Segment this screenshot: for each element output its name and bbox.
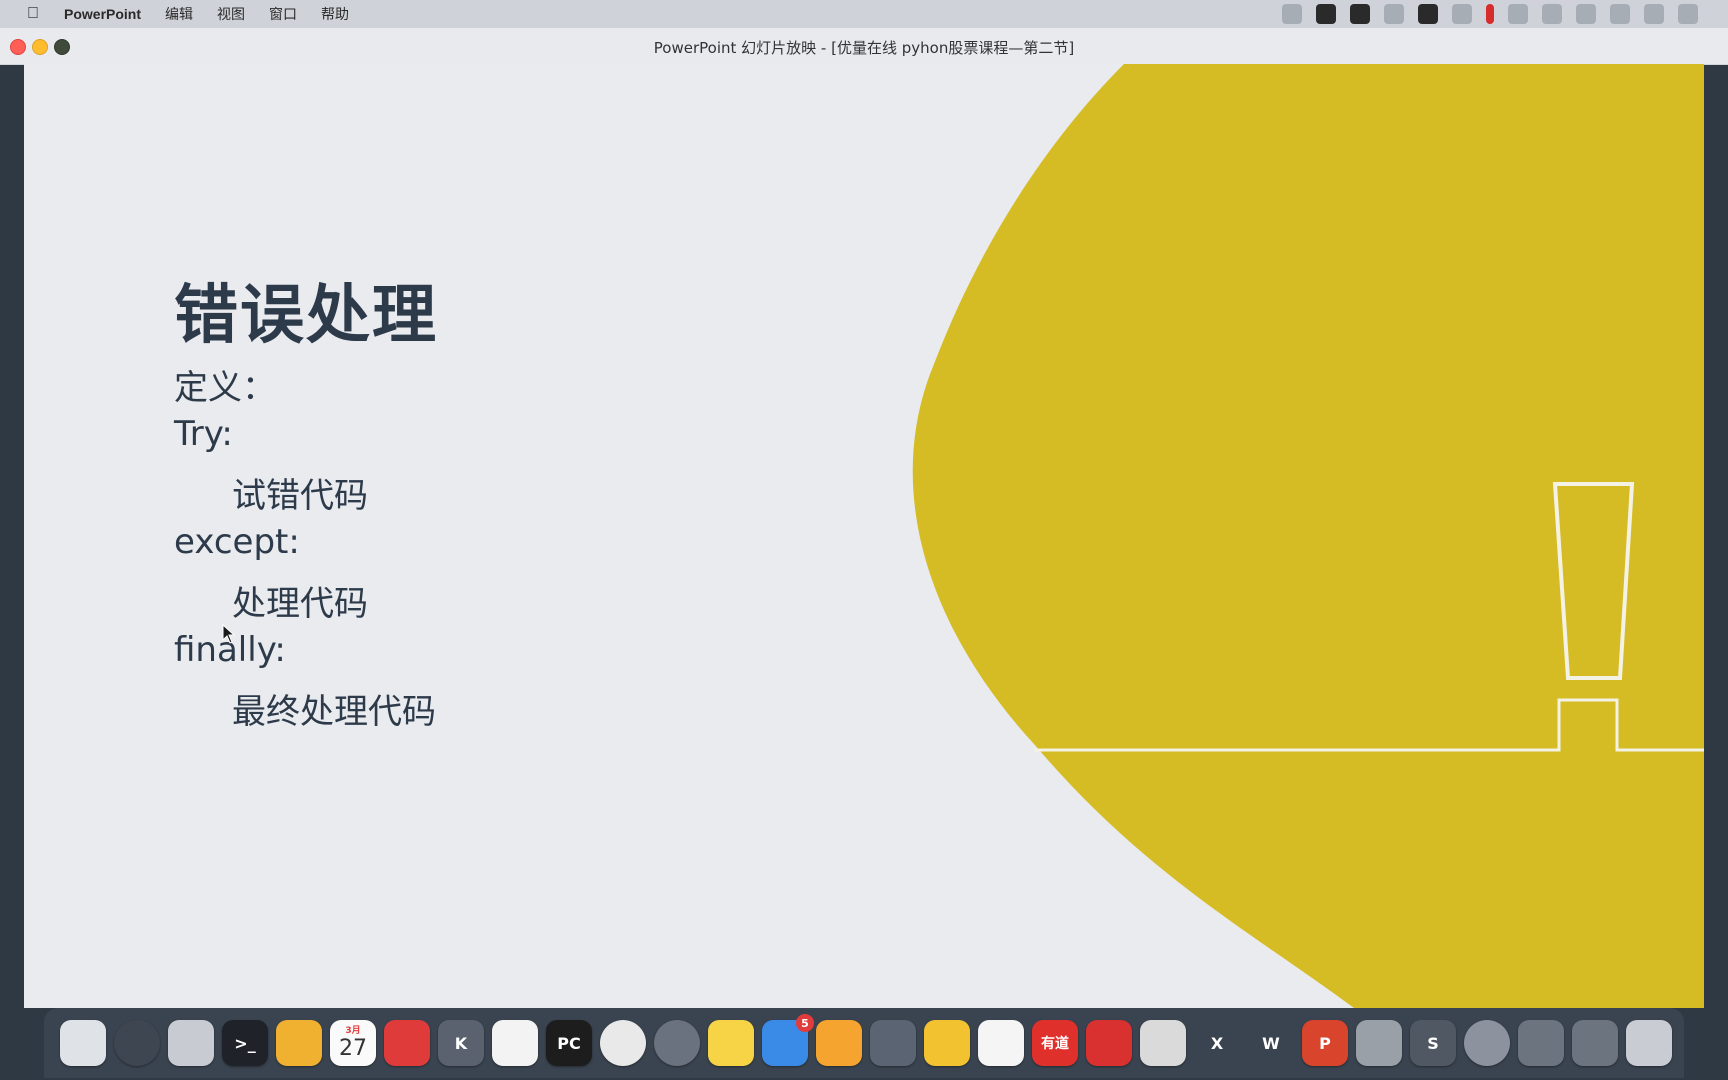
infuse-icon[interactable] (384, 1020, 430, 1066)
baidu-netdisk-icon[interactable] (978, 1020, 1024, 1066)
menu-view[interactable]: 视图 (217, 6, 246, 22)
powerpoint-icon[interactable]: P (1302, 1020, 1348, 1066)
status-icon[interactable] (1508, 4, 1528, 24)
mouse-cursor-icon (222, 624, 236, 644)
except-body-line: 处理代码 (232, 584, 368, 624)
recording-icon[interactable] (1486, 4, 1494, 24)
slide-decoration (912, 64, 1704, 1008)
sketch-icon[interactable] (816, 1020, 862, 1066)
terminal-icon[interactable]: >_ (222, 1020, 268, 1066)
finally-body-line: 最终处理代码 (232, 692, 436, 732)
definition-line: 定义： (174, 368, 276, 408)
apple-menu-icon[interactable]:  (24, 5, 42, 23)
dock: >_ 3月 27 K PC 5 有道 X W P S (44, 1008, 1684, 1078)
app-store-icon[interactable]: 5 (762, 1014, 814, 1066)
youdao-icon[interactable]: 有道 (1032, 1020, 1078, 1066)
try-line: Try: (174, 414, 233, 454)
reminders-icon[interactable] (492, 1020, 538, 1066)
keynote-icon[interactable]: K (438, 1020, 484, 1066)
menu-bar:  PowerPoint 编辑 视图 窗口 帮助 (0, 0, 1728, 28)
yellow-blob-shape (912, 64, 1704, 1008)
status-icon[interactable] (1576, 4, 1596, 24)
excel-icon[interactable]: X (1194, 1020, 1240, 1066)
slide[interactable]: 错误处理 定义： Try: 试错代码 except: 处理代码 finally:… (24, 64, 1704, 1008)
photos-icon[interactable] (276, 1020, 322, 1066)
system-preferences-icon[interactable] (654, 1020, 700, 1066)
exclamation-outline-shape (1034, 698, 1704, 752)
chrome-icon[interactable] (600, 1020, 646, 1066)
zoom-button[interactable] (54, 39, 70, 55)
app-grid-icon[interactable] (168, 1020, 214, 1066)
status-icon[interactable] (1384, 4, 1404, 24)
mail-icon[interactable] (1452, 4, 1472, 24)
launchpad-icon[interactable] (114, 1020, 160, 1066)
minimize-button[interactable] (32, 39, 48, 55)
microphone-icon[interactable] (1350, 4, 1370, 24)
window-title-bar: PowerPoint 幻灯片放映 - [优量在线 pyhon股票课程—第二节] (0, 28, 1728, 65)
close-button[interactable] (10, 39, 26, 55)
control-center-icon[interactable] (1678, 4, 1698, 24)
window-title: PowerPoint 幻灯片放映 - [优量在线 pyhon股票课程—第二节] (653, 39, 1075, 57)
calendar-month: 3月 (345, 1026, 361, 1036)
status-area (1282, 4, 1698, 24)
menu-help[interactable]: 帮助 (321, 6, 350, 22)
notes-icon[interactable] (708, 1020, 754, 1066)
wifi-icon[interactable] (1610, 4, 1630, 24)
remote-desktop-icon[interactable] (1086, 1020, 1132, 1066)
calendar-icon[interactable]: 3月 27 (330, 1020, 376, 1066)
quicktime-icon[interactable] (1464, 1020, 1510, 1066)
slide-title: 错误处理 (174, 279, 438, 353)
calendar-day: 27 (339, 1035, 367, 1061)
menu-app-name[interactable]: PowerPoint (64, 6, 142, 22)
menu-edit[interactable]: 编辑 (165, 6, 194, 22)
wechat-icon[interactable] (1140, 1020, 1186, 1066)
feishu-icon[interactable] (870, 1020, 916, 1066)
trash-icon[interactable] (1626, 1020, 1672, 1066)
terminal-status-icon[interactable] (1418, 4, 1438, 24)
media-player-icon[interactable] (924, 1020, 970, 1066)
pycharm-icon[interactable]: PC (546, 1020, 592, 1066)
exclamation-icon (1552, 482, 1635, 680)
except-line: except: (174, 522, 300, 562)
status-icon[interactable] (1542, 4, 1562, 24)
status-icon[interactable] (1282, 4, 1302, 24)
window-thumbnail-icon[interactable] (1518, 1020, 1564, 1066)
screenshot-icon[interactable] (1356, 1020, 1402, 1066)
s-app-icon[interactable]: S (1410, 1020, 1456, 1066)
app-store-badge: 5 (796, 1014, 814, 1032)
finder-icon[interactable] (60, 1020, 106, 1066)
window-thumbnail-icon[interactable] (1572, 1020, 1618, 1066)
word-icon[interactable]: W (1248, 1020, 1294, 1066)
menu-window[interactable]: 窗口 (269, 6, 298, 22)
try-body-line: 试错代码 (232, 476, 368, 516)
search-icon[interactable] (1644, 4, 1664, 24)
status-dark-icon[interactable] (1316, 4, 1336, 24)
